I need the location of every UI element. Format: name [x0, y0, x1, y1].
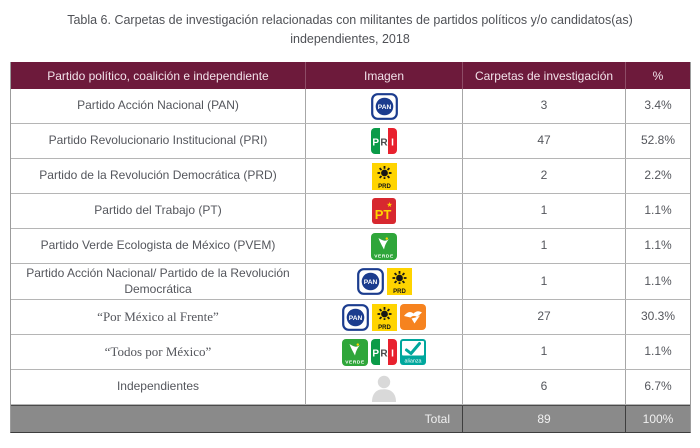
- carpetas-count: 6: [463, 370, 626, 405]
- svg-text:P: P: [372, 138, 379, 149]
- svg-text:R: R: [380, 349, 388, 360]
- percentage: 30.3%: [640, 309, 676, 324]
- table-header-row: Partido político, coalición e independie…: [11, 62, 690, 89]
- carpetas-count: 1: [463, 264, 626, 300]
- table-row: Partido Verde Ecologista de México (PVEM…: [11, 229, 690, 264]
- percentage: 3.4%: [644, 98, 672, 113]
- independent-person-icon: [368, 372, 400, 403]
- percentage: 1.1%: [644, 238, 672, 253]
- party-name: Partido Verde Ecologista de México (PVEM…: [11, 229, 306, 263]
- nueva-alianza-logo-icon: alianza: [400, 339, 426, 366]
- total-row: Total 89 100%: [11, 405, 690, 433]
- total-label: Total: [11, 406, 463, 433]
- table-row: Partido Revolucionario Institucional (PR…: [11, 124, 690, 159]
- carpetas-count: 2: [463, 159, 626, 193]
- prd-logo-icon: PRD: [386, 268, 412, 296]
- party-name: Partido de la Revolución Democrática (PR…: [11, 159, 306, 193]
- total-percent: 100%: [642, 412, 674, 427]
- percentage: 1.1%: [644, 273, 672, 288]
- pvem-logo-icon: VERDE: [342, 338, 368, 366]
- percentage: 2.2%: [644, 168, 672, 183]
- pvem-logo-icon: VERDE: [371, 232, 397, 260]
- table-row: Partido Acción Nacional (PAN) PAN 3 3.4%: [11, 89, 690, 124]
- svg-text:★: ★: [386, 201, 392, 209]
- party-name: Partido Acción Nacional/ Partido de la R…: [11, 264, 306, 300]
- svg-text:I: I: [391, 138, 394, 149]
- svg-text:alianza: alianza: [404, 359, 421, 365]
- svg-text:PAN: PAN: [349, 315, 363, 322]
- table-row: “Por México al Frente” PAN PRD 27 30.3%: [11, 300, 690, 336]
- svg-text:I: I: [391, 349, 394, 360]
- prd-logo-icon: PRD: [371, 162, 397, 190]
- table-row: Partido de la Revolución Democrática (PR…: [11, 159, 690, 194]
- pt-logo-icon: ★ PT: [372, 198, 396, 224]
- table-body: Partido Acción Nacional (PAN) PAN 3 3.4%…: [11, 89, 690, 406]
- party-name: “Todos por México”: [11, 335, 306, 370]
- percentage: 52.8%: [640, 133, 676, 148]
- svg-text:PAN: PAN: [363, 279, 377, 286]
- party-logos: PRD: [306, 159, 463, 193]
- carpetas-count: 1: [463, 194, 626, 228]
- svg-text:VERDE: VERDE: [345, 359, 365, 365]
- svg-text:PRD: PRD: [393, 289, 406, 295]
- table-row: Partido del Trabajo (PT) ★ PT 1 1.1%: [11, 194, 690, 229]
- table-row: Independientes 6 6.7%: [11, 370, 690, 406]
- pan-logo-icon: PAN: [342, 303, 369, 331]
- party-name: Partido Revolucionario Institucional (PR…: [11, 124, 306, 158]
- svg-text:R: R: [380, 138, 388, 149]
- party-logos: PAN PRD: [306, 264, 463, 300]
- svg-text:VERDE: VERDE: [374, 253, 394, 259]
- party-logos: PAN: [306, 89, 463, 123]
- investigation-table: Partido político, coalición e independie…: [10, 62, 691, 434]
- party-name: Partido Acción Nacional (PAN): [11, 89, 306, 123]
- party-logos: VERDE: [306, 229, 463, 263]
- svg-text:PAN: PAN: [377, 104, 391, 111]
- header-image-column: Imagen: [306, 62, 463, 89]
- prd-logo-icon: PRD: [372, 303, 397, 331]
- party-logos: PAN PRD: [306, 300, 463, 335]
- carpetas-count: 27: [463, 300, 626, 335]
- table-title: Tabla 6. Carpetas de investigación relac…: [67, 13, 633, 46]
- svg-text:P: P: [372, 349, 379, 360]
- carpetas-count: 3: [463, 89, 626, 123]
- party-name: Independientes: [11, 370, 306, 405]
- header-percent-column: %: [652, 68, 664, 83]
- party-logos: [306, 370, 463, 405]
- percentage: 1.1%: [644, 203, 672, 218]
- percentage: 1.1%: [644, 344, 672, 359]
- svg-text:PRD: PRD: [378, 184, 391, 190]
- svg-text:PRD: PRD: [378, 325, 391, 331]
- party-logos: ★ PT: [306, 194, 463, 228]
- table-row: Partido Acción Nacional/ Partido de la R…: [11, 264, 690, 301]
- pan-logo-icon: PAN: [370, 92, 398, 120]
- party-name: Partido del Trabajo (PT): [11, 194, 306, 228]
- carpetas-count: 1: [463, 335, 626, 370]
- total-carpetas: 89: [463, 406, 626, 433]
- pan-logo-icon: PAN: [356, 268, 384, 295]
- movimiento-ciudadano-logo-icon: [400, 304, 426, 331]
- svg-text:PT: PT: [375, 207, 392, 222]
- carpetas-count: 1: [463, 229, 626, 263]
- header-party-column: Partido político, coalición e independie…: [11, 62, 306, 89]
- party-name: “Por México al Frente”: [11, 300, 306, 335]
- percentage: 6.7%: [644, 379, 672, 394]
- carpetas-count: 47: [463, 124, 626, 158]
- header-carpetas-column: Carpetas de investigación: [463, 62, 626, 89]
